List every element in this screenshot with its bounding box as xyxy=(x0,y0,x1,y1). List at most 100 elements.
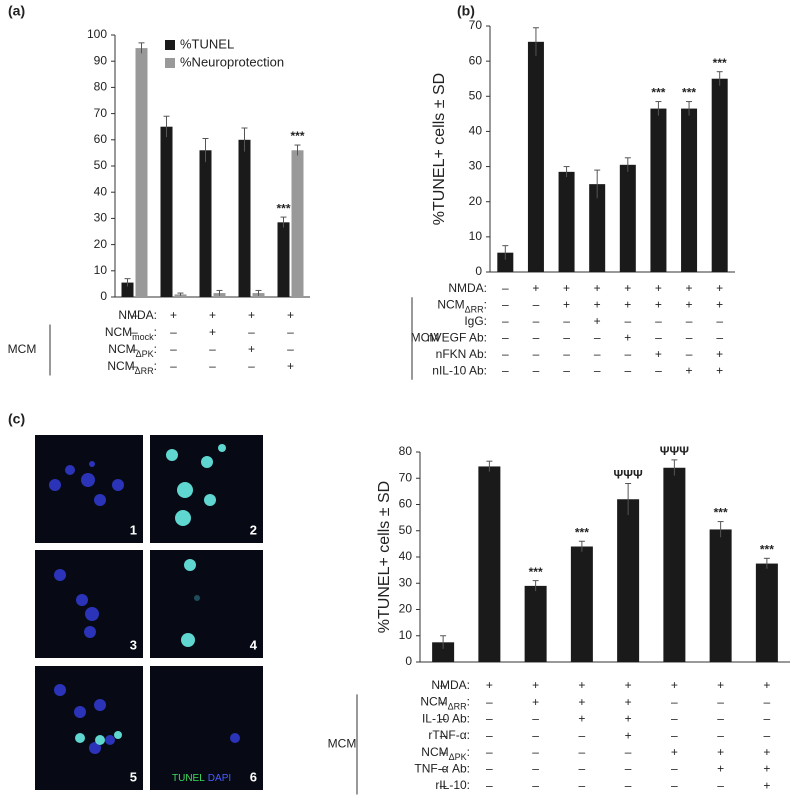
condition-mark: – xyxy=(502,331,509,345)
bar xyxy=(650,108,667,272)
condition-mark: – xyxy=(486,745,493,759)
y-axis-label: %TUNEL+ cells ± SD xyxy=(376,481,393,633)
condition-mark: + xyxy=(248,342,255,356)
tunel-nuclei xyxy=(75,444,226,745)
condition-text: IL-10 Ab: xyxy=(422,712,470,726)
y-tick-label: 60 xyxy=(94,132,108,146)
condition-label: NCMΔRR: xyxy=(107,359,157,376)
micrograph-label: 6 xyxy=(250,769,257,784)
condition-mark: – xyxy=(625,778,632,792)
micrograph-label: 3 xyxy=(130,637,137,652)
condition-mark: – xyxy=(625,745,632,759)
y-tick-label: 40 xyxy=(94,184,108,198)
bar xyxy=(527,41,544,272)
y-tick-label: 30 xyxy=(469,159,483,173)
condition-mark: – xyxy=(170,325,177,339)
condition-mark: + xyxy=(625,728,632,742)
condition-label: nFKN Ab: xyxy=(436,347,487,361)
bar xyxy=(709,529,732,662)
bar xyxy=(432,642,455,662)
condition-label: rTNF-α: xyxy=(428,728,470,742)
condition-text: NMDA: xyxy=(118,308,157,322)
condition-mark: – xyxy=(532,778,539,792)
y-tick-label: 30 xyxy=(94,211,108,225)
condition-label: NCMΔRR: xyxy=(437,298,487,315)
condition-mark: – xyxy=(440,695,447,709)
panel-label: (c) xyxy=(8,411,25,427)
condition-text: NCM xyxy=(437,298,464,312)
bar xyxy=(681,108,698,272)
condition-text: : xyxy=(154,359,157,373)
condition-mark: + xyxy=(716,364,723,378)
condition-mark: – xyxy=(486,762,493,776)
condition-mark: + xyxy=(686,298,693,312)
condition-mark: – xyxy=(532,762,539,776)
condition-mark: + xyxy=(717,745,724,759)
condition-mark: – xyxy=(764,712,771,726)
micrograph xyxy=(150,666,263,790)
y-tick-label: 60 xyxy=(469,53,483,67)
condition-mark: – xyxy=(533,314,540,328)
condition-label: NCMΔPK: xyxy=(421,745,470,762)
condition-subscript: ΔRR xyxy=(448,702,468,712)
bar xyxy=(277,222,290,297)
condition-mark: – xyxy=(533,364,540,378)
significance-label: *** xyxy=(713,56,727,70)
condition-text: NMDA: xyxy=(448,281,487,295)
condition-mark: – xyxy=(563,347,570,361)
condition-mark: – xyxy=(671,712,678,726)
condition-mark: + xyxy=(763,745,770,759)
significance-label: *** xyxy=(575,525,589,539)
condition-mark: – xyxy=(440,728,447,742)
significance-label: *** xyxy=(682,86,696,100)
condition-subscript: mock xyxy=(132,332,154,342)
condition-mark: + xyxy=(625,678,632,692)
condition-mark: + xyxy=(624,298,631,312)
condition-mark: + xyxy=(532,695,539,709)
condition-label: NCMΔPK: xyxy=(108,342,157,359)
condition-mark: + xyxy=(763,762,770,776)
condition-mark: – xyxy=(502,347,509,361)
condition-label: TNF-α Ab: xyxy=(414,762,470,776)
condition-mark: – xyxy=(533,347,540,361)
condition-mark: – xyxy=(624,314,631,328)
micrographs xyxy=(35,435,263,790)
condition-text: NCM xyxy=(107,359,134,373)
condition-mark: – xyxy=(594,364,601,378)
condition-mark: – xyxy=(440,778,447,792)
panel-label: (a) xyxy=(8,3,25,19)
condition-mark: + xyxy=(287,359,294,373)
condition-mark: – xyxy=(625,762,632,776)
y-tick-label: 10 xyxy=(399,628,413,642)
condition-mark: – xyxy=(287,325,294,339)
condition-text: : xyxy=(154,325,157,339)
bar xyxy=(478,466,501,662)
condition-mark: – xyxy=(563,331,570,345)
bar xyxy=(121,282,134,297)
condition-mark: – xyxy=(579,728,586,742)
condition-mark: + xyxy=(655,298,662,312)
condition-mark: + xyxy=(671,745,678,759)
panel-label: (b) xyxy=(457,3,475,19)
bar xyxy=(524,585,547,662)
y-tick-label: 80 xyxy=(399,444,413,458)
condition-mark: – xyxy=(655,314,662,328)
condition-mark: – xyxy=(131,308,138,322)
bar xyxy=(160,126,173,297)
condition-text: nVEGF Ab: xyxy=(427,331,487,345)
condition-mark: – xyxy=(671,695,678,709)
bar xyxy=(558,171,575,272)
condition-mark: + xyxy=(209,308,216,322)
condition-mark: – xyxy=(686,314,693,328)
condition-mark: – xyxy=(579,762,586,776)
condition-mark: – xyxy=(594,331,601,345)
condition-mark: – xyxy=(624,347,631,361)
condition-mark: – xyxy=(440,762,447,776)
condition-mark: – xyxy=(502,314,509,328)
y-tick-label: 90 xyxy=(94,53,108,67)
condition-text: : xyxy=(467,745,470,759)
condition-mark: + xyxy=(248,308,255,322)
condition-mark: + xyxy=(625,695,632,709)
bar xyxy=(663,467,686,662)
